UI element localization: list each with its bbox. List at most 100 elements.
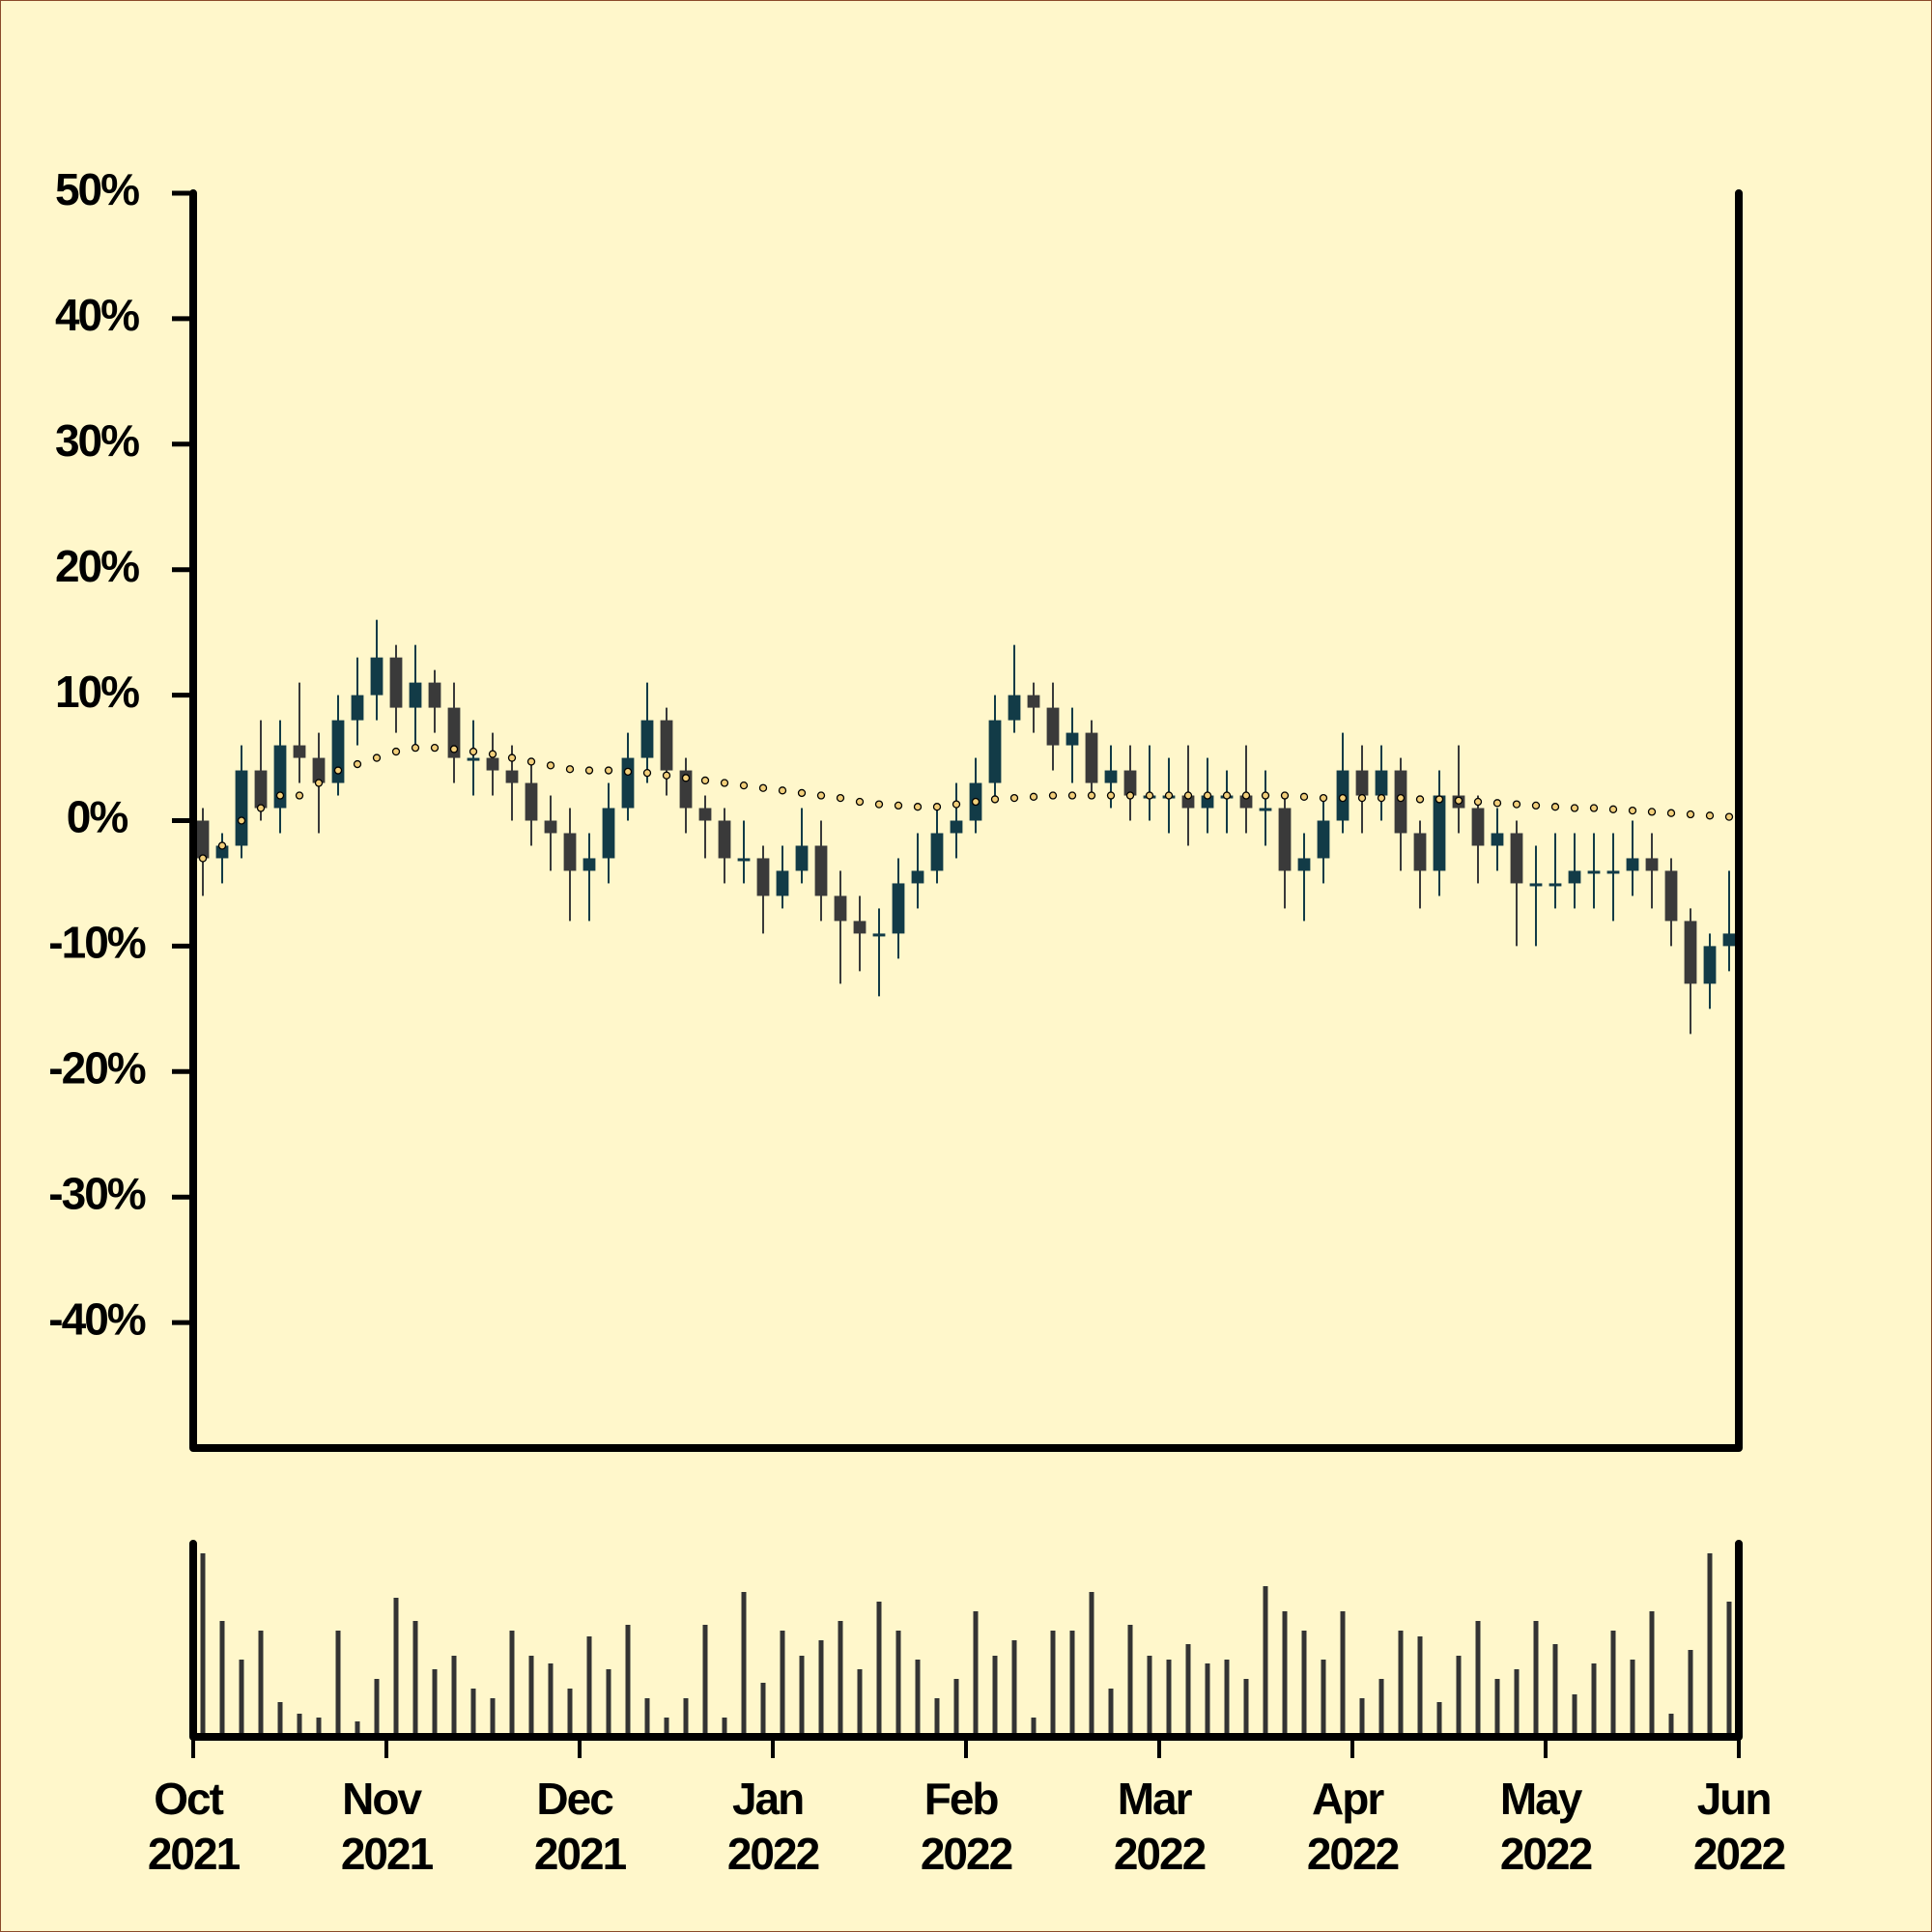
x-tick-label-line: 2021 xyxy=(534,1829,627,1879)
volume-bar xyxy=(1089,1592,1094,1737)
candle-body xyxy=(640,720,654,758)
y-tick-label: -10% xyxy=(48,918,145,968)
volume-bar xyxy=(760,1683,766,1737)
candle-body xyxy=(486,757,499,771)
y-tick-label: 10% xyxy=(55,667,139,717)
candle-body xyxy=(273,745,287,809)
x-tick-label-line: 2022 xyxy=(1693,1829,1785,1879)
ma-dot xyxy=(1570,804,1579,812)
y-tick-label: 20% xyxy=(55,541,139,591)
ma-dot xyxy=(333,766,343,775)
volume-bar xyxy=(316,1718,322,1737)
x-tick-label-line: Nov xyxy=(342,1774,431,1824)
candle-body xyxy=(1722,933,1736,947)
ma-dot xyxy=(816,791,826,800)
candle-body xyxy=(1491,833,1504,846)
volume-bar xyxy=(1359,1698,1365,1737)
volume-bar xyxy=(1205,1663,1210,1737)
y-tick-label: -20% xyxy=(48,1042,145,1093)
candle-body xyxy=(795,845,809,871)
y-tick-label: -30% xyxy=(48,1168,145,1218)
ma-dot xyxy=(662,771,671,780)
volume-bar xyxy=(1185,1644,1191,1737)
ma-dot xyxy=(1724,812,1734,821)
ma-dot xyxy=(990,795,1000,804)
ma-dot xyxy=(1435,795,1444,804)
y-tick-label: 50% xyxy=(55,164,139,214)
volume-bar xyxy=(644,1698,650,1737)
ma-dot xyxy=(1608,805,1618,813)
volume-bar xyxy=(625,1625,631,1737)
ma-dot xyxy=(1029,792,1038,801)
ma-dot xyxy=(372,753,382,762)
ma-dot xyxy=(932,803,942,811)
x-tick-label-line: Apr xyxy=(1312,1774,1393,1824)
volume-bar xyxy=(200,1553,206,1737)
ma-dot xyxy=(507,753,517,762)
x-tick-label: Oct 2021 xyxy=(148,1774,241,1879)
volume-bar xyxy=(528,1656,534,1737)
volume-bar xyxy=(741,1592,747,1737)
x-tick-label-line: 2021 xyxy=(341,1829,434,1879)
y-tick-label: 30% xyxy=(55,415,139,466)
candle-body xyxy=(1568,870,1581,884)
volume-bar xyxy=(490,1698,496,1737)
volume-bar xyxy=(915,1660,921,1737)
ma-dot xyxy=(1048,791,1058,800)
candle-body xyxy=(776,870,789,896)
ma-dot xyxy=(1415,795,1425,804)
volume-bar xyxy=(953,1679,959,1737)
candle-body xyxy=(1239,795,1253,809)
candle-body xyxy=(1471,808,1485,846)
ma-dot xyxy=(469,747,478,756)
volume-bar xyxy=(548,1663,554,1737)
candle-body xyxy=(1433,795,1446,871)
volume-bar xyxy=(1456,1656,1462,1737)
candle-body xyxy=(718,820,731,859)
candle-body xyxy=(1355,770,1369,796)
volume-bar xyxy=(1668,1714,1674,1737)
ma-dot xyxy=(681,774,691,782)
ma-dot xyxy=(836,793,845,803)
candle-body xyxy=(1703,946,1717,984)
candle-body xyxy=(331,720,345,783)
candle-body xyxy=(1606,870,1620,874)
candle-body xyxy=(1065,732,1079,746)
candle-body xyxy=(814,845,828,896)
ma-dot xyxy=(1377,793,1386,803)
volume-bar xyxy=(799,1656,805,1737)
volume-bar xyxy=(876,1602,882,1737)
candle-body xyxy=(853,921,867,934)
ma-dot xyxy=(1222,791,1232,800)
candle-body xyxy=(1123,770,1137,796)
price-axes xyxy=(189,189,1743,1452)
ma-dot xyxy=(1145,791,1154,800)
candle-body xyxy=(544,820,557,834)
candle-body xyxy=(1008,695,1021,721)
ma-dot xyxy=(894,801,903,810)
moving-average xyxy=(198,744,1734,863)
candle-body xyxy=(351,695,364,721)
volume-bar xyxy=(509,1631,515,1737)
volume-bar xyxy=(1707,1553,1713,1737)
candle-body xyxy=(621,757,635,809)
volume-bar xyxy=(973,1611,979,1737)
volume-bar xyxy=(838,1621,843,1737)
volume-bar xyxy=(1243,1679,1249,1737)
ma-dot xyxy=(720,779,729,787)
volume-bar xyxy=(258,1631,264,1737)
volume-bar xyxy=(1011,1640,1017,1737)
candle-body xyxy=(254,770,268,809)
x-tick-label: Mar 2022 xyxy=(1114,1774,1206,1879)
volume-bar xyxy=(393,1598,399,1737)
volume-bar xyxy=(586,1636,592,1737)
ma-dot xyxy=(855,797,865,807)
volume-bar xyxy=(992,1656,998,1737)
ma-dot xyxy=(237,816,246,825)
volume-bar xyxy=(1321,1660,1326,1737)
volume-bar xyxy=(1475,1621,1481,1737)
ma-dot xyxy=(1705,811,1715,820)
x-tick-label: Jun 2022 xyxy=(1693,1774,1785,1879)
candle-body xyxy=(950,820,963,834)
